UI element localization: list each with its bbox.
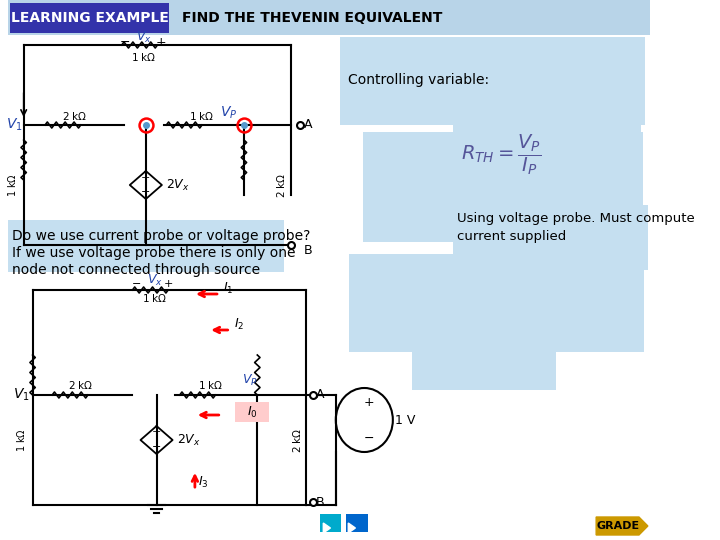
Text: Do we use current probe or voltage probe?: Do we use current probe or voltage probe… [12, 229, 310, 243]
Bar [454, 205, 648, 270]
Text: $I_2$: $I_2$ [234, 316, 244, 332]
Text: −: − [141, 187, 150, 197]
Bar [8, 0, 649, 35]
Text: +: + [152, 427, 161, 437]
Text: FIND THE THEVENIN EQUIVALENT: FIND THE THEVENIN EQUIVALENT [181, 11, 442, 25]
Text: $V_P$: $V_P$ [220, 105, 238, 121]
Text: −: − [120, 36, 130, 49]
Polygon shape [596, 517, 648, 535]
Bar [10, 3, 169, 33]
Bar [320, 514, 341, 532]
Text: $V_1$: $V_1$ [13, 387, 30, 403]
Text: 1 k$\Omega$: 1 k$\Omega$ [142, 292, 168, 304]
Bar [363, 132, 642, 242]
Text: B: B [304, 244, 312, 256]
Text: 1 k$\Omega$: 1 k$\Omega$ [198, 379, 224, 391]
Text: $I_0$: $I_0$ [247, 404, 257, 420]
Text: +: + [163, 279, 173, 289]
Text: $\mathit{R}_{TH}=\dfrac{\mathit{V}_P}{\mathit{I}_P}$: $\mathit{R}_{TH}=\dfrac{\mathit{V}_P}{\m… [461, 132, 541, 177]
Text: Using voltage probe. Must compute: Using voltage probe. Must compute [457, 212, 695, 225]
Text: $V_x$: $V_x$ [136, 30, 152, 45]
Text: 1 k$\Omega$: 1 k$\Omega$ [15, 428, 27, 452]
Text: LEARNING EXAMPLE: LEARNING EXAMPLE [11, 11, 168, 25]
Text: 1 k$\Omega$: 1 k$\Omega$ [189, 110, 215, 122]
Bar [454, 112, 641, 192]
Text: $2V_x$: $2V_x$ [177, 433, 201, 448]
Bar [235, 402, 269, 422]
Text: $V_P$: $V_P$ [242, 373, 258, 388]
Text: A: A [304, 118, 312, 132]
Text: $I_1$: $I_1$ [223, 280, 234, 295]
Text: Controlling variable:: Controlling variable: [348, 73, 490, 87]
Text: 2 k$\Omega$: 2 k$\Omega$ [275, 172, 287, 198]
Polygon shape [348, 523, 356, 533]
Text: −: − [364, 431, 374, 444]
Text: −: − [152, 442, 161, 452]
Text: B: B [315, 496, 324, 509]
Text: $V_x$: $V_x$ [147, 273, 163, 287]
Text: node not connected through source: node not connected through source [12, 263, 260, 277]
Text: If we use voltage probe there is only one: If we use voltage probe there is only on… [12, 246, 296, 260]
Text: current supplied: current supplied [457, 230, 567, 243]
Text: $2V_x$: $2V_x$ [166, 178, 190, 193]
Text: 2 k$\Omega$: 2 k$\Omega$ [68, 379, 94, 391]
Bar [341, 37, 645, 125]
Text: 1 k$\Omega$: 1 k$\Omega$ [6, 173, 18, 197]
Text: −: − [132, 279, 142, 289]
Text: $V_1$: $V_1$ [6, 117, 22, 133]
Text: 1 k$\Omega$: 1 k$\Omega$ [131, 51, 157, 63]
Text: A: A [315, 388, 324, 402]
Text: 1 V: 1 V [395, 414, 415, 427]
Text: 2 k$\Omega$: 2 k$\Omega$ [292, 427, 303, 453]
Bar [346, 514, 368, 532]
Bar [412, 350, 556, 390]
Bar [8, 272, 462, 540]
Bar [8, 220, 284, 272]
Text: +: + [156, 36, 166, 49]
Polygon shape [323, 523, 330, 533]
Bar [8, 35, 338, 260]
Text: 2 k$\Omega$: 2 k$\Omega$ [62, 110, 87, 122]
Text: $I_3$: $I_3$ [197, 475, 208, 490]
Text: +: + [364, 395, 374, 408]
Bar [349, 254, 644, 352]
Text: +: + [141, 173, 150, 183]
Text: GRADE: GRADE [597, 521, 640, 531]
